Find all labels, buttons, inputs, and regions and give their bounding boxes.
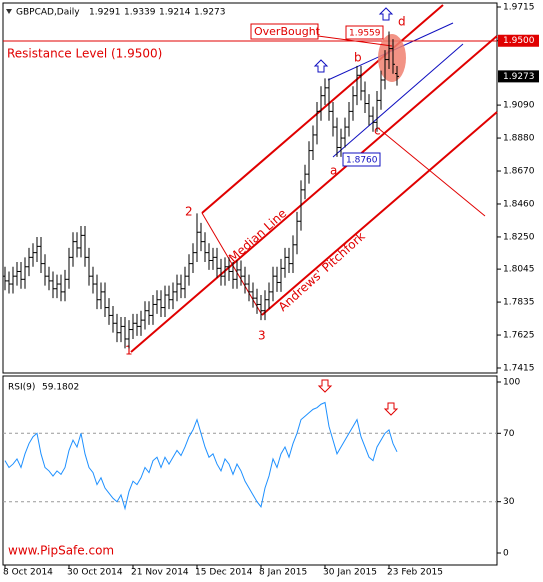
x-tick-label: 21 Nov 2014 xyxy=(131,568,189,578)
y-tick-label: 1.8460 xyxy=(503,199,535,209)
watermark: www.PipSafe.com xyxy=(8,544,114,558)
point-label: 1 xyxy=(125,344,133,358)
up-arrow xyxy=(378,7,394,21)
price-panel xyxy=(2,2,498,374)
overbought-label: OverBought xyxy=(254,25,321,38)
header-open: 1.9291 xyxy=(89,8,121,18)
channel-lower xyxy=(332,43,464,158)
trend-line xyxy=(377,127,486,217)
point-label: 2 xyxy=(185,205,193,219)
rsi-value: 59.1802 xyxy=(42,383,79,393)
point-label: d xyxy=(398,15,406,29)
high-box xyxy=(345,25,384,40)
y-tick-label: 100 xyxy=(503,378,520,388)
pitchfork xyxy=(130,4,498,353)
rsi-title: RSI(9) xyxy=(8,383,35,393)
x-tick-label: 8 Jan 2015 xyxy=(259,568,307,578)
y-tick-label: 1.9715 xyxy=(503,3,535,13)
y-tick-label: 1.9090 xyxy=(503,101,535,111)
price-tag-label: 1.9273 xyxy=(503,72,535,82)
y-tick-label: 1.8880 xyxy=(503,134,535,144)
symbol-icon xyxy=(6,9,12,14)
y-tick-label: 1.8045 xyxy=(503,265,535,275)
y-tick-label: 70 xyxy=(503,429,515,439)
overbought-box xyxy=(250,23,319,40)
up-arrow xyxy=(313,59,329,73)
point-label: 3 xyxy=(258,329,266,343)
x-tick-label: 30 Oct 2014 xyxy=(67,568,123,578)
y-tick-label: 1.7625 xyxy=(503,331,535,341)
header-low: 1.9214 xyxy=(159,8,191,18)
header-close: 1.9273 xyxy=(194,8,226,18)
high-label: 1.9559 xyxy=(349,29,381,39)
rsi-panel xyxy=(2,375,498,566)
rsi-line xyxy=(4,401,398,511)
symbol-title: GBPCAD,Daily xyxy=(16,8,80,18)
resistance-label: Resistance Level (1.9500) xyxy=(7,47,162,61)
y-tick-label: 0 xyxy=(503,549,509,559)
header-high: 1.9339 xyxy=(124,8,156,18)
x-tick-label: 30 Jan 2015 xyxy=(323,568,377,578)
y-tick-label: 30 xyxy=(503,497,515,507)
x-tick-label: 23 Feb 2015 xyxy=(387,568,443,578)
y-tick-label: 1.7835 xyxy=(503,298,535,308)
y-tick-label: 1.8670 xyxy=(503,167,535,177)
low-box xyxy=(342,152,381,167)
y-tick-label: 1.7415 xyxy=(503,364,535,374)
point-label: b xyxy=(354,51,362,65)
resistance-tag xyxy=(498,34,539,47)
down-arrow xyxy=(383,402,399,416)
x-tick-label: 15 Dec 2014 xyxy=(195,568,253,578)
down-arrow xyxy=(317,379,333,393)
overbought-pointer xyxy=(317,35,393,47)
overbought-zone xyxy=(378,34,406,82)
price-tag xyxy=(498,70,539,83)
y-tick-label: 1.9500 xyxy=(503,36,535,46)
point-label: a xyxy=(330,164,337,178)
x-tick-label: 8 Oct 2014 xyxy=(3,568,53,578)
y-tick-label: 1.8250 xyxy=(503,232,535,242)
low-label: 1.8760 xyxy=(346,156,378,166)
